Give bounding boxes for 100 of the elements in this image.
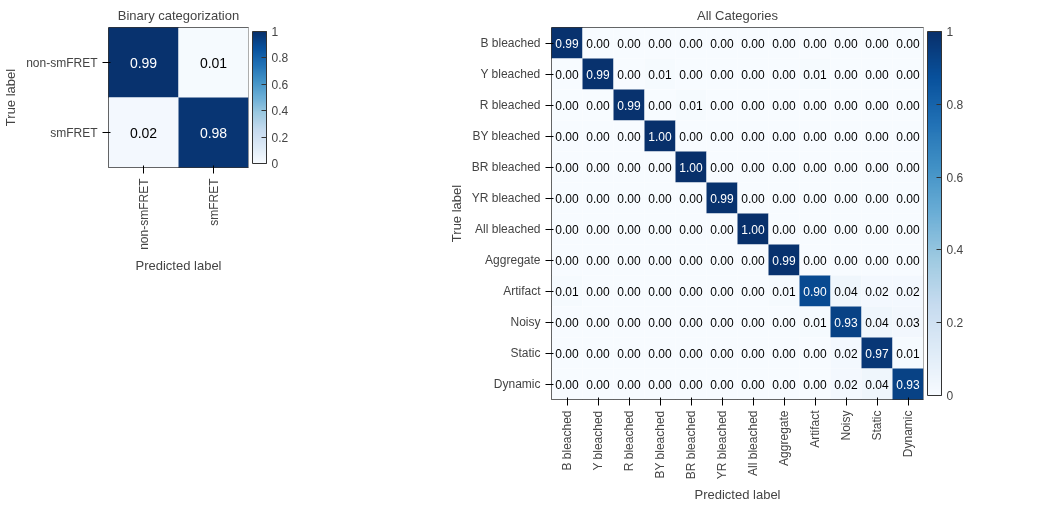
data-label: 0.01	[199, 54, 228, 71]
color-bar-label: 1	[271, 25, 279, 39]
data-label: 0.00	[617, 67, 641, 82]
data-label: 0.01	[772, 284, 796, 299]
data-label: 0.00	[679, 36, 703, 51]
color-bar-label: 0.4	[946, 243, 964, 258]
data-label: 0.00	[710, 129, 734, 144]
x-tick-label: All bleached	[746, 410, 760, 476]
data-label: 0.99	[586, 67, 610, 82]
data-label: 0.00	[803, 191, 827, 206]
x-axis-title: Predicted label	[694, 487, 781, 503]
data-label: 0.01	[555, 284, 579, 299]
color-bar-label: 0	[946, 389, 954, 403]
data-label: 0.00	[865, 160, 889, 175]
x-tick-label: Static	[870, 410, 884, 441]
y-tick-label: YR bleached	[471, 191, 541, 205]
data-label: 0.04	[865, 377, 889, 392]
data-label: 0.01	[648, 67, 672, 82]
data-label: 0.00	[679, 377, 703, 392]
data-label: 0.00	[741, 377, 765, 392]
x-axis-title: Predicted label	[135, 257, 222, 273]
x-tick-label: BY bleached	[653, 410, 667, 479]
data-label: 0.00	[617, 129, 641, 144]
color-bar-label: 0	[271, 157, 279, 171]
y-tick-label: R bleached	[479, 98, 541, 112]
data-label: 0.00	[772, 160, 796, 175]
y-tick-label: Dynamic	[493, 377, 541, 391]
x-tick-label: BR bleached	[684, 410, 698, 480]
data-label: 0.00	[741, 129, 765, 144]
data-label: 0.00	[648, 346, 672, 361]
data-label: 0.00	[710, 284, 734, 299]
data-label: 0.00	[834, 191, 858, 206]
data-label: 0.00	[555, 129, 579, 144]
data-label: 0.02	[865, 284, 889, 299]
data-label: 0.00	[834, 67, 858, 82]
x-tick-label: Aggregate	[777, 410, 791, 466]
data-label: 0.00	[803, 36, 827, 51]
data-label: 0.00	[896, 98, 920, 113]
data-label: 0.00	[741, 191, 765, 206]
data-label: 0.00	[617, 36, 641, 51]
data-label: 0.00	[741, 315, 765, 330]
data-label: 0.99	[710, 191, 734, 206]
data-label: 0.00	[834, 253, 858, 268]
data-label: 0.00	[710, 253, 734, 268]
y-tick-label: BY bleached	[472, 129, 541, 143]
data-label: 0.00	[617, 253, 641, 268]
data-label: 0.00	[586, 284, 610, 299]
data-label: 0.00	[586, 346, 610, 361]
color-bar-label: 1	[946, 25, 954, 39]
data-label: 0.00	[834, 98, 858, 113]
data-label: 0.00	[648, 191, 672, 206]
data-label: 0.00	[741, 67, 765, 82]
data-label: 0.00	[896, 67, 920, 82]
data-label: 0.98	[199, 124, 228, 141]
data-label: 0.04	[865, 315, 889, 330]
y-tick-label: All bleached	[475, 222, 541, 236]
data-label: 0.00	[865, 222, 889, 237]
data-label: 0.01	[803, 315, 827, 330]
x-tick-label: R bleached	[622, 410, 636, 472]
data-label: 0.00	[741, 98, 765, 113]
data-label: 0.02	[834, 377, 858, 392]
data-label: 0.00	[679, 191, 703, 206]
data-label: 0.00	[710, 36, 734, 51]
chart-title: Binary categorization	[117, 7, 240, 23]
data-label: 0.02	[896, 284, 920, 299]
data-label: 0.00	[617, 346, 641, 361]
data-label: 0.93	[834, 315, 858, 330]
data-label: 0.00	[586, 315, 610, 330]
data-label: 0.00	[555, 346, 579, 361]
data-label: 0.00	[555, 377, 579, 392]
data-label: 0.00	[555, 315, 579, 330]
data-label: 0.00	[586, 222, 610, 237]
data-label: 0.00	[679, 67, 703, 82]
data-label: 0.00	[710, 160, 734, 175]
data-label: 0.00	[772, 67, 796, 82]
color-bar-label: 0.6	[946, 170, 964, 185]
data-label: 0.00	[710, 315, 734, 330]
data-label: 0.99	[772, 253, 796, 268]
data-label: 0.00	[865, 98, 889, 113]
data-label: 0.04	[834, 284, 858, 299]
x-tick-label: YR bleached	[715, 410, 729, 480]
data-label: 1.00	[648, 129, 672, 144]
data-label: 0.00	[648, 222, 672, 237]
y-tick-label: BR bleached	[471, 160, 541, 174]
data-label: 1.00	[679, 160, 703, 175]
data-label: 0.00	[896, 36, 920, 51]
chart-title: All Categories	[697, 7, 779, 23]
data-label: 0.90	[803, 284, 827, 299]
data-label: 0.00	[586, 191, 610, 206]
data-label: 0.00	[741, 160, 765, 175]
data-label: 0.00	[617, 191, 641, 206]
data-label: 0.00	[803, 160, 827, 175]
data-label: 0.00	[865, 191, 889, 206]
data-label: 0.00	[555, 67, 579, 82]
y-tick-label: Aggregate	[485, 253, 541, 267]
data-label: 0.00	[586, 98, 610, 113]
y-axis-title: True label	[3, 68, 19, 127]
data-label: 0.00	[772, 36, 796, 51]
data-label: 0.01	[896, 346, 920, 361]
data-label: 0.00	[741, 36, 765, 51]
